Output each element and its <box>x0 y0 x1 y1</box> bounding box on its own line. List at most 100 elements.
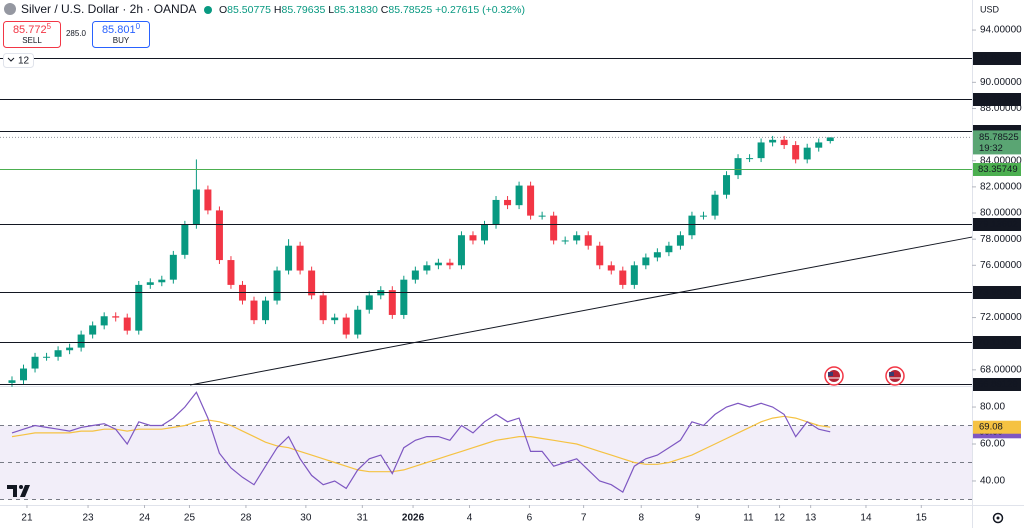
candle-body <box>158 279 166 283</box>
buy-button[interactable]: 85.8010 BUY <box>92 21 150 48</box>
indicator-box[interactable] <box>3 53 34 68</box>
candle-body <box>630 265 638 285</box>
candle-body <box>746 158 754 160</box>
indicator-count[interactable]: 12 <box>18 56 30 67</box>
candle-body <box>550 215 558 241</box>
y-tick-label: 40.00 <box>980 476 1005 487</box>
buy-price-sup: 0 <box>136 22 141 31</box>
indicator-toggle[interactable]: 12 <box>3 53 34 68</box>
level-label-box <box>973 336 1021 349</box>
x-tick-label: 2026 <box>402 513 425 524</box>
level-label: 73.98951 <box>978 287 1018 298</box>
y-tick-label: 76.00000 <box>980 260 1022 271</box>
ohlc-value: 85.78525 <box>388 4 432 16</box>
sell-button[interactable]: 85.7725 SELL <box>3 21 61 48</box>
x-tick-label: 21 <box>21 513 33 524</box>
level-label: 83.35749 <box>978 164 1018 175</box>
last-price-label: 85.78525 <box>979 132 1019 143</box>
y-tick-label: 88.00000 <box>980 103 1022 114</box>
candle-body <box>734 158 742 176</box>
candle-body <box>676 235 684 246</box>
level-label: 91.89508 <box>978 53 1018 64</box>
y-tick-label: 94.00000 <box>980 25 1022 36</box>
event-flag[interactable] <box>885 366 905 386</box>
level-label: 79.13602 <box>978 219 1018 230</box>
value-label-box <box>973 420 1021 434</box>
x-tick-label: 6 <box>527 513 533 524</box>
logo <box>7 485 30 497</box>
y-tick-label: 80.00 <box>980 402 1005 413</box>
candle-body <box>469 235 477 241</box>
ohlc-label: O <box>219 4 227 16</box>
buy-price[interactable]: 85.8010 <box>102 22 141 36</box>
currency[interactable]: USD <box>980 4 1000 14</box>
x-tick-label: 12 <box>774 513 786 524</box>
x-tick-label: 24 <box>139 513 151 524</box>
level-label: 70.11935 <box>978 337 1017 348</box>
sell-price-main: 85.772 <box>13 24 47 36</box>
candle-body <box>653 252 661 258</box>
candle-body <box>769 139 777 143</box>
x-tick-label: 31 <box>357 513 369 524</box>
symbol-icon <box>4 3 16 15</box>
x-tick-label: 15 <box>916 513 928 524</box>
sell-label[interactable]: SELL <box>22 36 42 45</box>
candle-body <box>757 142 765 159</box>
level-label: 88.73365 <box>978 94 1018 105</box>
level-label-box <box>973 52 1021 65</box>
chevron <box>7 57 15 62</box>
trendline <box>189 236 973 386</box>
y-tick-label: 90.00000 <box>980 77 1022 88</box>
y-tick-label: 82.00000 <box>980 182 1022 193</box>
ohlc-value: 85.31830 <box>334 4 378 16</box>
sell-price[interactable]: 85.7725 <box>13 22 52 36</box>
sell-price-sup: 5 <box>47 22 52 31</box>
candle-body <box>54 350 62 357</box>
settings[interactable] <box>992 512 1004 524</box>
candle-body <box>411 270 419 280</box>
x-tick-label: 13 <box>805 513 817 524</box>
candle-body <box>711 194 719 216</box>
candle-body <box>607 265 615 271</box>
candle-body <box>273 270 281 301</box>
candle-body <box>146 282 154 285</box>
ohlc-label: L <box>328 4 334 16</box>
y-tick-label: 84.00000 <box>980 155 1022 166</box>
candle-body <box>457 235 465 266</box>
candle-body <box>826 137 834 142</box>
x-tick-label: 4 <box>467 513 473 524</box>
candle-body <box>446 262 454 266</box>
buy-box[interactable] <box>92 21 150 48</box>
candle-body <box>342 317 350 335</box>
candle-body <box>573 235 581 241</box>
x-tick-label: 7 <box>581 513 587 524</box>
x-tick-label: 14 <box>860 513 872 524</box>
candle-body <box>296 245 304 271</box>
x-tick-label: 28 <box>240 513 252 524</box>
candle-body <box>481 224 489 241</box>
buy-label[interactable]: BUY <box>113 36 130 45</box>
candle-body <box>31 356 39 369</box>
buy-price-main: 85.801 <box>102 24 136 36</box>
ohlc-value: 85.50775 <box>227 4 271 16</box>
candle-body <box>112 316 120 318</box>
ohlc: O85.50775 H85.79635 L85.31830 C85.78525 … <box>219 4 525 16</box>
x-tick-label: 30 <box>300 513 312 524</box>
candle-body <box>319 295 327 321</box>
candle-body <box>8 380 16 383</box>
y-tick-label: 72.00000 <box>980 312 1022 323</box>
candle-body <box>538 215 546 217</box>
candle-body <box>504 199 512 206</box>
candle-body <box>815 142 823 148</box>
candle-body <box>20 368 28 381</box>
event-flag[interactable] <box>824 366 844 386</box>
candle-body <box>354 309 362 335</box>
sell-box[interactable] <box>3 21 61 48</box>
candle-body <box>434 262 442 266</box>
candle-body <box>780 139 788 146</box>
level-label-box <box>973 93 1021 106</box>
ohlc-value: 85.79635 <box>281 4 325 16</box>
ohlc-label: C <box>381 4 389 16</box>
level-label-box <box>973 218 1021 231</box>
candle-body <box>492 199 500 225</box>
